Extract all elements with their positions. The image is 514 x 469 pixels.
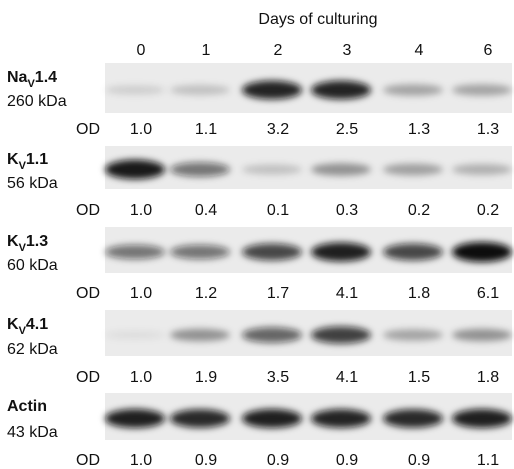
od-value: 1.1 [477, 452, 499, 469]
od-value: 1.0 [130, 452, 152, 469]
blot [105, 146, 512, 189]
band [383, 164, 443, 176]
od-value: 1.1 [195, 121, 217, 138]
band [170, 85, 230, 95]
band [452, 409, 512, 428]
name-base: K [7, 316, 19, 333]
od-value: 0.9 [408, 452, 430, 469]
protein-name: KV1.3 [7, 233, 48, 254]
band [383, 409, 443, 428]
od-value: 0.9 [195, 452, 217, 469]
day-label: 1 [202, 42, 211, 59]
od-label: OD [76, 452, 100, 469]
molecular-weight: 260 kDa [7, 93, 67, 110]
band [170, 245, 230, 260]
od-label: OD [76, 369, 100, 386]
band [105, 85, 165, 94]
band [242, 327, 302, 342]
name-rest: 1.4 [35, 69, 57, 86]
od-label: OD [76, 285, 100, 302]
od-value: 3.5 [267, 369, 289, 386]
band [383, 329, 443, 341]
band [242, 164, 302, 174]
od-value: 4.1 [336, 369, 358, 386]
protein-name: Actin [7, 398, 47, 415]
band [452, 164, 512, 175]
protein-name: KV1.1 [7, 151, 48, 172]
band [105, 331, 165, 340]
od-value: 1.3 [477, 121, 499, 138]
band [170, 162, 230, 177]
day-label: 6 [484, 42, 493, 59]
day-label: 2 [274, 42, 283, 59]
band [452, 84, 512, 96]
od-value: 6.1 [477, 285, 499, 302]
od-value: 1.0 [130, 121, 152, 138]
band [242, 409, 302, 428]
od-value: 1.8 [408, 285, 430, 302]
od-value: 1.2 [195, 285, 217, 302]
band [105, 160, 165, 179]
name-rest: 4.1 [26, 316, 48, 333]
band [452, 242, 512, 262]
od-value: 4.1 [336, 285, 358, 302]
name-base: Actin [7, 398, 47, 415]
od-value: 1.7 [267, 285, 289, 302]
name-base: Na [7, 69, 28, 86]
blot [105, 310, 512, 356]
protein-name: NaV1.4 [7, 69, 57, 90]
od-value: 1.0 [130, 285, 152, 302]
band [105, 409, 165, 428]
band [311, 81, 371, 100]
band [311, 242, 371, 261]
od-value: 1.9 [195, 369, 217, 386]
od-value: 0.3 [336, 202, 358, 219]
od-value: 0.9 [336, 452, 358, 469]
blot [105, 227, 512, 273]
od-value: 0.9 [267, 452, 289, 469]
band [242, 81, 302, 100]
od-value: 0.4 [195, 202, 217, 219]
band [383, 84, 443, 96]
od-value: 1.3 [408, 121, 430, 138]
figure-title: Days of culturing [258, 11, 377, 28]
band [105, 245, 165, 260]
day-label: 0 [137, 42, 146, 59]
od-value: 0.2 [408, 202, 430, 219]
od-value: 3.2 [267, 121, 289, 138]
name-rest: 1.1 [26, 151, 48, 168]
name-rest: 1.3 [26, 233, 48, 250]
molecular-weight: 62 kDa [7, 341, 58, 358]
band [311, 409, 371, 428]
band [383, 244, 443, 261]
figure: Days of culturing 0 1 2 3 4 6 NaV1.4 260 kDa OD 1… [0, 0, 514, 469]
molecular-weight: 56 kDa [7, 175, 58, 192]
blot [105, 393, 512, 440]
od-value: 1.0 [130, 369, 152, 386]
name-base: K [7, 233, 19, 250]
protein-name: KV4.1 [7, 316, 48, 337]
od-value: 0.1 [267, 202, 289, 219]
molecular-weight: 43 kDa [7, 424, 58, 441]
od-label: OD [76, 202, 100, 219]
band [242, 244, 302, 261]
band [311, 163, 371, 176]
blot [105, 63, 512, 113]
day-label: 3 [343, 42, 352, 59]
day-label: 4 [415, 42, 424, 59]
name-base: K [7, 151, 19, 168]
band [170, 329, 230, 342]
band [311, 326, 371, 343]
od-value: 0.2 [477, 202, 499, 219]
od-label: OD [76, 121, 100, 138]
od-value: 1.5 [408, 369, 430, 386]
band [170, 409, 230, 428]
od-value: 1.0 [130, 202, 152, 219]
band [452, 329, 512, 342]
od-value: 2.5 [336, 121, 358, 138]
od-value: 1.8 [477, 369, 499, 386]
molecular-weight: 60 kDa [7, 257, 58, 274]
